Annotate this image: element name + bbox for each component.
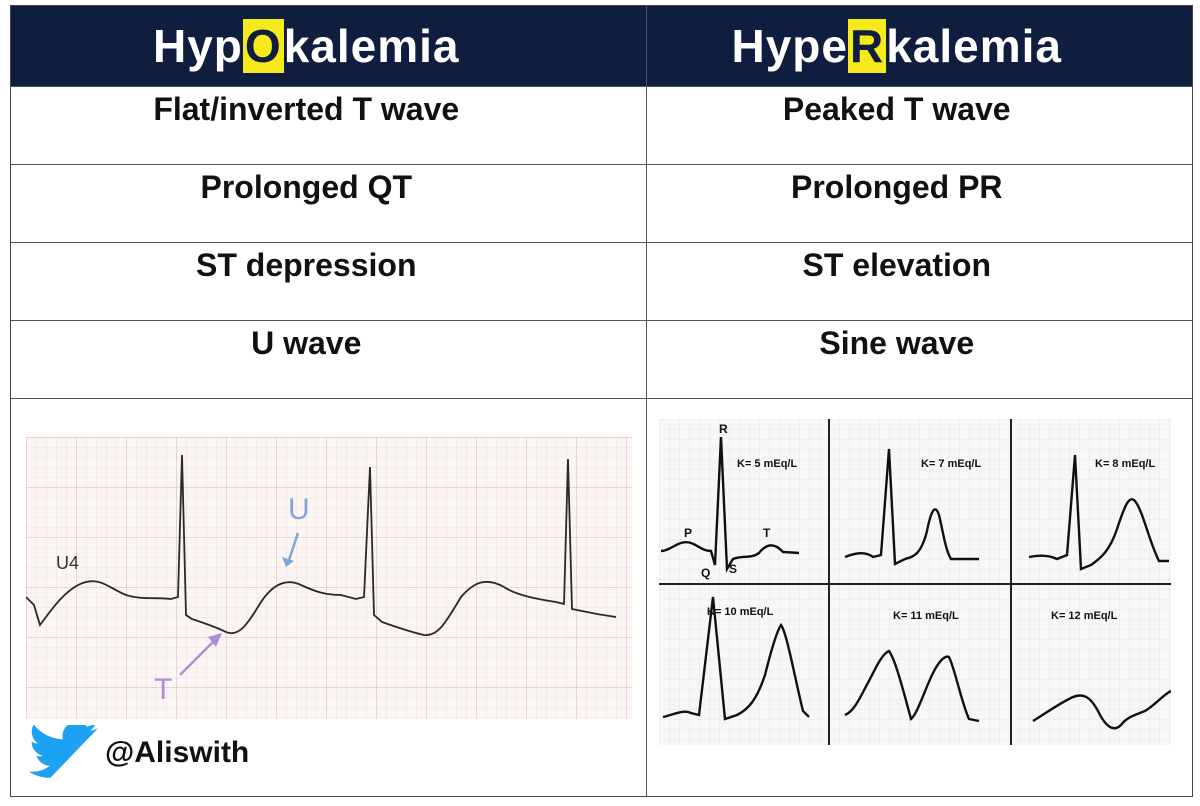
panel-label: K= 5 mEq/L xyxy=(737,458,797,470)
ecg-trace xyxy=(26,454,617,636)
ecg-trace xyxy=(662,596,810,721)
heading-text: kalemia xyxy=(283,20,460,72)
hypokalemia-ecg-strip: U4 U T xyxy=(26,437,632,719)
hyper-finding: Prolonged PR xyxy=(790,169,1003,205)
lead-label: U4 xyxy=(56,553,79,573)
panel-label: K= 7 mEq/L xyxy=(921,458,981,470)
t-wave-label: T xyxy=(763,526,771,540)
heading-text: Hype xyxy=(731,20,848,72)
hyper-finding: Sine wave xyxy=(819,325,975,361)
column-divider xyxy=(646,6,647,796)
ecg-grid xyxy=(659,419,1171,745)
ecg-trace xyxy=(660,436,800,574)
u-arrow-icon xyxy=(286,532,300,564)
panel-label: K= 10 mEq/L xyxy=(707,606,774,618)
panel-label: K= 12 mEq/L xyxy=(1051,610,1118,622)
panel-label: K= 8 mEq/L xyxy=(1095,458,1155,470)
credit: @Aliswith xyxy=(27,725,249,781)
ecg-trace xyxy=(1028,454,1169,571)
s-wave-label: S xyxy=(729,562,737,576)
t-arrowhead-icon xyxy=(208,633,222,647)
hypo-finding: U wave xyxy=(251,325,362,361)
table-row: ST depression ST elevation xyxy=(11,242,1192,320)
heading-text: kalemia xyxy=(886,20,1062,72)
ecg-image-row: U4 U T P R Q S T xyxy=(11,398,1192,799)
t-arrow-icon xyxy=(179,638,217,676)
hyper-finding: ST elevation xyxy=(802,247,992,283)
ecg-grid xyxy=(26,437,632,719)
table-row: Prolonged QT Prolonged PR xyxy=(11,164,1192,242)
table-row: Flat/inverted T wave Peaked T wave xyxy=(11,86,1192,164)
hypo-finding: Prolonged QT xyxy=(200,169,413,205)
twitter-handle[interactable]: @Aliswith xyxy=(105,736,250,769)
heading-highlight: R xyxy=(847,19,887,73)
hypo-finding: Flat/inverted T wave xyxy=(153,91,460,127)
panel-label: K= 11 mEq/L xyxy=(893,610,959,622)
hyperkalemia-ecg-panels: P R Q S T K= 5 mEq/L K= 7 mEq/L K= 8 mEq… xyxy=(659,419,1171,745)
p-wave-label: P xyxy=(684,526,692,540)
table-row: U wave Sine wave xyxy=(11,320,1192,398)
ecg-trace xyxy=(1032,689,1171,730)
u-wave-label: U xyxy=(288,493,310,526)
u-arrowhead-icon xyxy=(282,557,294,567)
ecg-trace xyxy=(844,649,980,723)
ecg-trace xyxy=(844,448,979,566)
hyper-finding: Peaked T wave xyxy=(782,91,1011,127)
hypo-finding: ST depression xyxy=(196,247,417,283)
heading-text: Hyp xyxy=(153,20,243,72)
twitter-bird-icon xyxy=(28,725,99,778)
r-wave-label: R xyxy=(719,422,728,436)
heading-highlight: O xyxy=(242,19,284,73)
t-wave-label: T xyxy=(154,673,172,706)
q-wave-label: Q xyxy=(701,566,710,580)
